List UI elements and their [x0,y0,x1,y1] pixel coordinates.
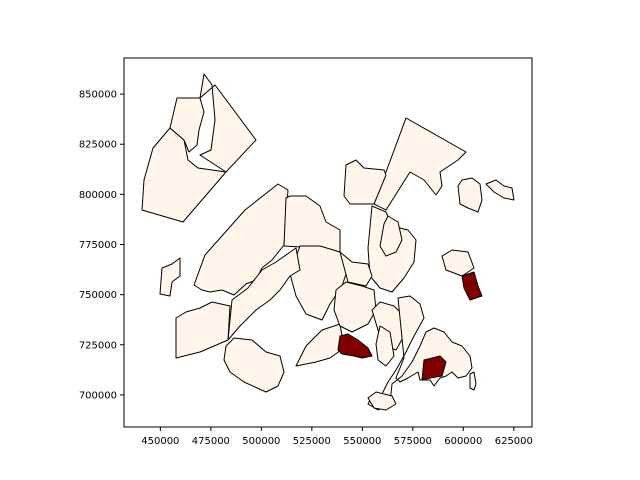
x-axis-ticks: 450000 475000 500000 525000 550000 575000 6000… [141,427,533,447]
region-central-upper-right [333,281,377,333]
y-tick-label: 800000 [79,190,117,201]
y-tick-label: 750000 [79,290,117,301]
y-tick-label: 725000 [79,340,117,351]
x-tick-label: 450000 [141,436,179,447]
x-tick-label: 500000 [242,436,280,447]
region-north-central-long [193,183,289,296]
x-tick-label: 575000 [394,436,432,447]
region-north-east-tall [373,117,467,211]
region-south-east-3 [367,391,397,411]
region-central-middle [289,245,349,321]
x-tick-label: 600000 [444,436,482,447]
y-tick-label: 850000 [79,90,117,101]
region-east-islands-1 [457,177,483,213]
region-south-central [295,323,345,367]
region-south-east-4 [375,325,395,367]
region-east-coastal [461,271,483,301]
region-south-east-highlight [421,355,447,381]
y-tick-label: 700000 [79,390,117,401]
x-tick-label: 550000 [343,436,381,447]
x-tick-label: 475000 [192,436,230,447]
x-tick-label: 625000 [495,436,533,447]
region-north-west-right [199,73,257,173]
region-west-lower [175,301,231,359]
region-north-west-top [169,97,205,153]
region-central-upper-left [283,195,341,253]
region-east-coastal-base [441,249,475,277]
region-central-small [339,251,373,287]
region-west-diagonal [227,247,301,341]
region-south-west-round [223,337,285,393]
region-north-west-large [141,127,227,223]
y-axis-ticks: 700000 725000 750000 775000 800000 825000 8500… [79,90,124,401]
region-north-east-hook [379,215,403,257]
region-south-tip [469,371,477,391]
map-frame [123,57,533,428]
y-tick-label: 775000 [79,240,117,251]
x-tick-label: 525000 [293,436,331,447]
map-regions [141,73,515,411]
region-north-east-small [343,159,387,205]
region-west-fragment [159,257,181,297]
region-east-islands-2 [485,179,515,201]
y-tick-label: 825000 [79,140,117,151]
region-south-central-highlight [337,333,373,359]
